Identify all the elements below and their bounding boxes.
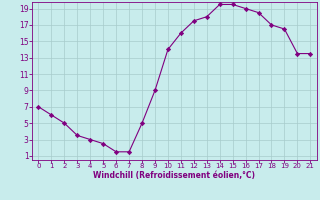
X-axis label: Windchill (Refroidissement éolien,°C): Windchill (Refroidissement éolien,°C) (93, 171, 255, 180)
